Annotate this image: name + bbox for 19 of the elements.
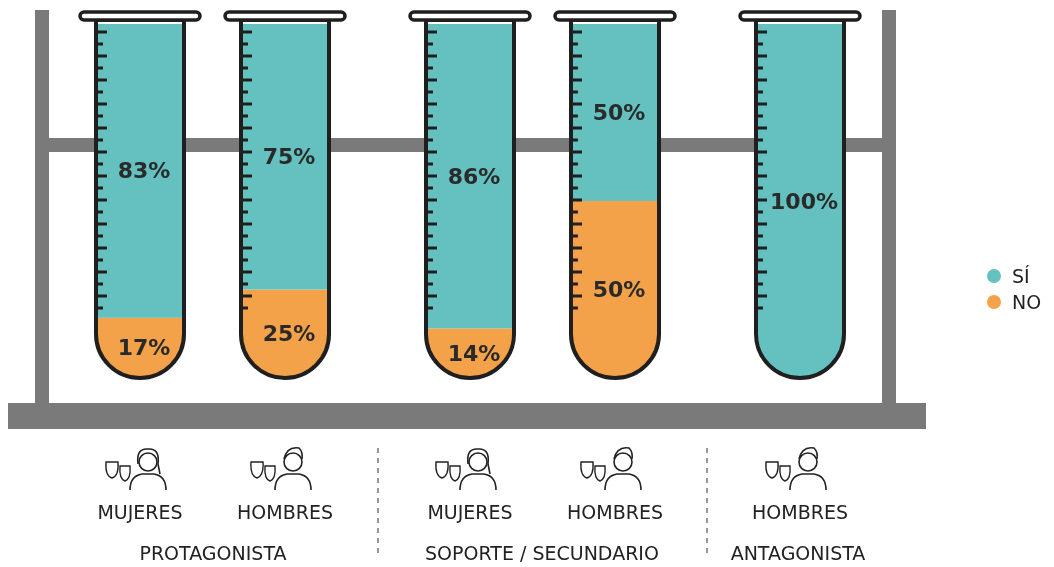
x-tick-label: HOMBRES [567, 501, 663, 523]
data-label: 75% [262, 144, 316, 170]
text: SOPORTE / SECUNDARIO [425, 542, 659, 564]
text: ANTAGONISTA [730, 542, 866, 564]
x-tick-label: HOMBRES [752, 501, 848, 523]
x-tick-label: MUJERES [427, 501, 513, 523]
data-label: 100% [770, 188, 838, 214]
data-label: 25% [262, 321, 316, 347]
x-tick-label: MUJERES [97, 501, 183, 523]
legend-label: NO [1012, 291, 1042, 313]
legend-label: SÍ [1012, 265, 1031, 287]
data-label: 50% [592, 277, 646, 302]
data-label: 86% [447, 163, 501, 189]
data-label: 14% [447, 340, 501, 366]
text: PROTAGONISTA [139, 542, 287, 564]
data-label: 50% [592, 100, 646, 125]
data-label: 83% [117, 158, 171, 184]
data-label: 17% [117, 335, 171, 361]
x-tick-label: HOMBRES [237, 501, 333, 523]
